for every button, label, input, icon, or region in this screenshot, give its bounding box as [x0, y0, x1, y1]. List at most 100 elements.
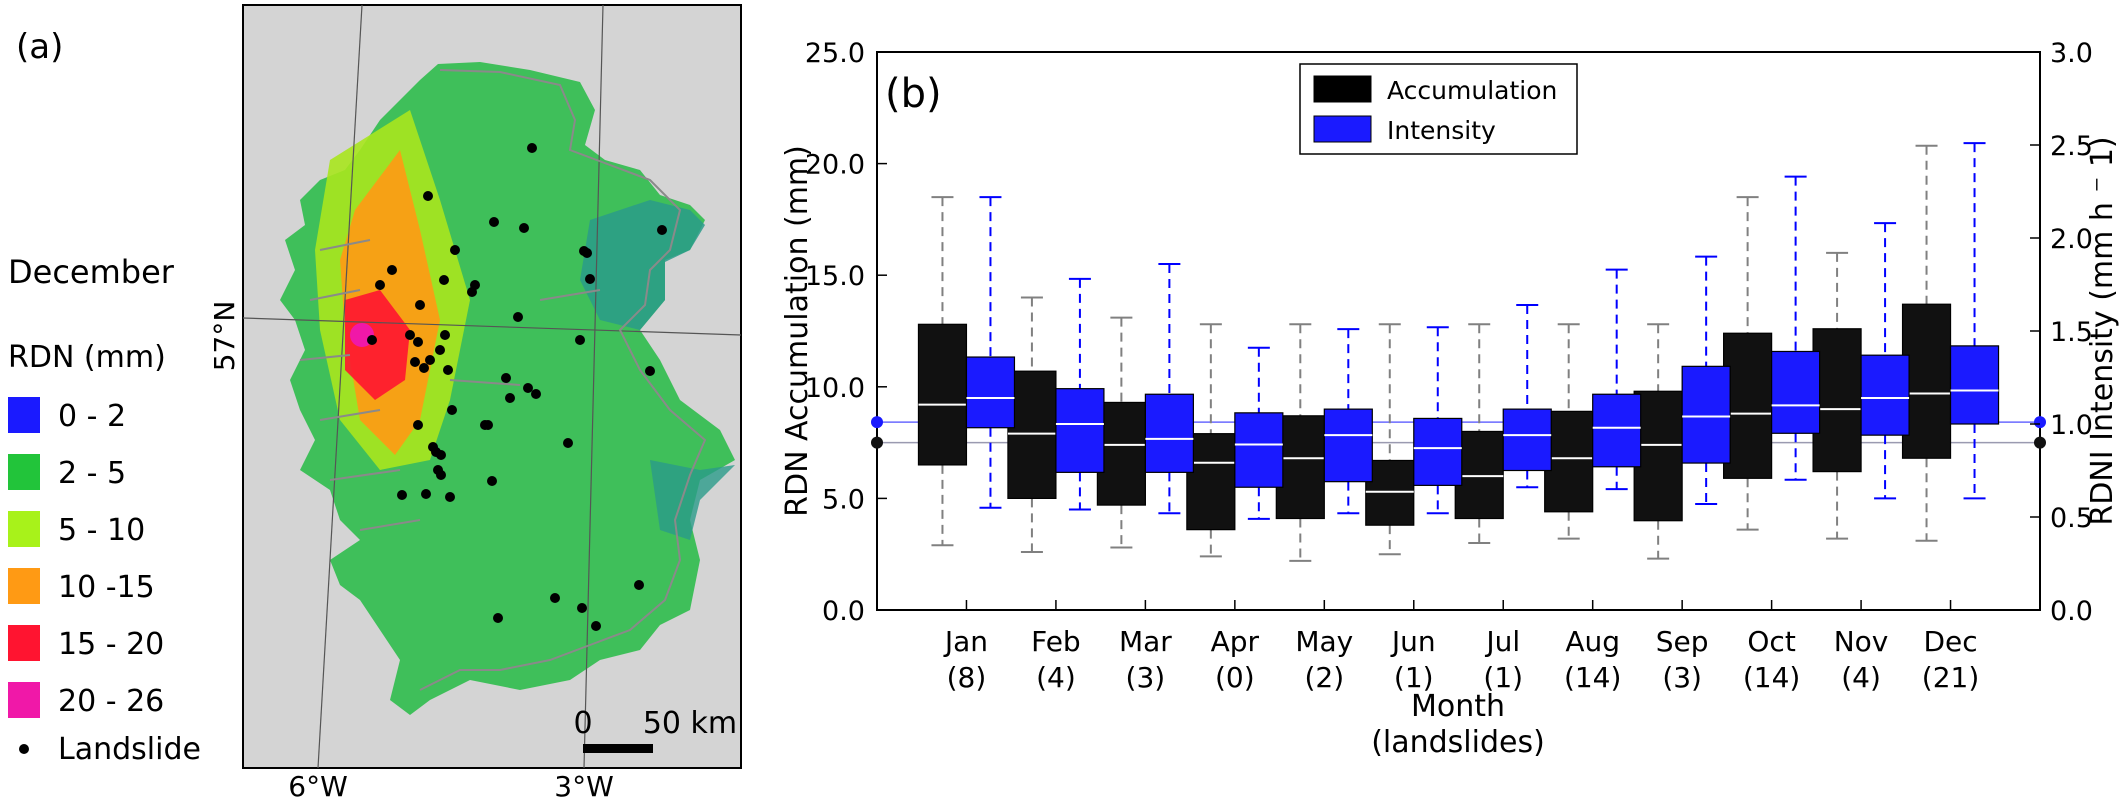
- accumulation-box: [1812, 328, 1862, 473]
- landslide-point: [423, 191, 433, 201]
- intensity-box: [1234, 412, 1284, 488]
- x-tick-label: May: [1295, 625, 1353, 658]
- y-left-tick-label: 10.0: [805, 373, 865, 404]
- x-tick-count: (2): [1304, 661, 1344, 694]
- landslide-point: [367, 335, 377, 345]
- x-tick-count: (1): [1394, 661, 1434, 694]
- landslide-point: [487, 476, 497, 486]
- accumulation-box: [1901, 303, 1952, 459]
- scale-bar: [583, 744, 653, 753]
- legend-swatch: [8, 397, 40, 433]
- map: 0 50 km: [242, 4, 742, 769]
- y-left-tick-label: 0.0: [822, 596, 865, 627]
- legend-item-label: 2 - 5: [58, 456, 126, 491]
- landslide-point: [413, 420, 423, 430]
- accumulation-mean-marker: [871, 436, 883, 449]
- x-tick-label: Jul: [1484, 625, 1520, 658]
- x-tick-count: (0): [1215, 661, 1255, 694]
- landslide-point: [575, 335, 585, 345]
- y-right-tick-label: 1.5: [2050, 317, 2093, 348]
- landslide-point: [445, 492, 455, 502]
- y-axis-right: 0.0 0.5 1.0 1.5 2.0 2.5 3.0: [2030, 38, 2093, 627]
- y-left-tick-label: 15.0: [805, 261, 865, 292]
- x-axis-label: Month: [1411, 689, 1505, 724]
- landslide-point: [585, 274, 595, 284]
- landslide-point: [467, 287, 477, 297]
- landslide-point: [513, 312, 523, 322]
- intensity-box: [965, 356, 1016, 429]
- coastline: [419, 69, 707, 691]
- landslide-point: [421, 489, 431, 499]
- landslide-point: [591, 621, 601, 631]
- y-right-tick-label: 1.0: [2050, 410, 2093, 441]
- legend-swatch: [8, 454, 40, 490]
- accumulation-box: [1723, 332, 1773, 479]
- legend-item-label: 10 -15: [58, 570, 155, 605]
- x-tick-count: (3): [1662, 661, 1702, 694]
- landslide-point: [375, 280, 385, 290]
- accumulation-box: [1544, 410, 1594, 513]
- accumulation-box: [917, 323, 968, 466]
- landslide-point: [439, 275, 449, 285]
- legend-subtitle: RDN (mm): [8, 340, 166, 375]
- y-left-tick-label: 25.0: [805, 38, 865, 69]
- x-tick-label: Jan: [943, 625, 988, 658]
- intensity-mean-marker: [871, 416, 883, 429]
- loch-lines: [299, 239, 601, 531]
- x-tick-count: (14): [1564, 661, 1621, 694]
- y-axis-left-label: RDN Accumulation (mm): [780, 145, 815, 517]
- accumulation-box: [1096, 401, 1146, 506]
- landslide-point: [657, 225, 667, 235]
- landslide-point: [440, 330, 450, 340]
- landslide-point: [519, 223, 529, 233]
- chart-legend: Accumulation Intensity: [1299, 63, 1578, 155]
- panel-a-label: (a): [16, 27, 63, 67]
- intensity-box: [1592, 393, 1642, 468]
- landslide-point: [483, 420, 493, 430]
- intensity-box: [1502, 408, 1552, 472]
- landslide-point: [415, 300, 425, 310]
- x-tick-label: Aug: [1565, 625, 1620, 658]
- panel-b: (b) 0.0 5.0 10.0 15.0 20.0 25.0 0.0 0.5 1.0 1.5 2…: [780, 38, 2120, 760]
- landslide-point: [634, 580, 644, 590]
- legend-item-label: 0 - 2: [58, 399, 126, 434]
- y-axis-left: 0.0 5.0 10.0 15.0 20.0 25.0: [805, 38, 887, 627]
- landslide-legend-marker: [19, 744, 29, 754]
- landslide-point: [527, 143, 537, 153]
- intensity-box: [1413, 417, 1463, 486]
- y-right-tick-label: 0.0: [2050, 596, 2093, 627]
- landslide-point: [577, 603, 587, 613]
- y-axis-right-label: RDNI Intensity (mm h ⁻ 1): [2085, 136, 2120, 525]
- meridian-3w: [583, 5, 604, 768]
- scale-label: 50 km: [643, 706, 737, 741]
- landslide-point: [436, 450, 446, 460]
- y-left-tick-label: 20.0: [805, 150, 865, 181]
- landslide-point: [397, 490, 407, 500]
- y-right-tick-label: 2.0: [2050, 224, 2093, 255]
- intensity-box: [1681, 365, 1731, 464]
- accumulation-box: [1365, 459, 1415, 526]
- intensity-box: [1055, 388, 1105, 473]
- y-left-tick-label: 5.0: [822, 484, 865, 515]
- accumulation-box: [1007, 370, 1057, 499]
- landslide-point: [645, 366, 655, 376]
- landslide-point: [435, 345, 445, 355]
- x-tick-label: Apr: [1211, 625, 1260, 658]
- landslide-point: [425, 355, 435, 365]
- landslide-point: [436, 470, 446, 480]
- x-tick-label: Nov: [1834, 625, 1889, 658]
- legend-items: 0 - 2 2 - 5 5 - 10 10 -15 15 - 20 20 - 26: [8, 397, 164, 719]
- x-tick-label: Mar: [1119, 625, 1172, 658]
- scale-zero: 0: [573, 706, 592, 741]
- landslide-point: [531, 389, 541, 399]
- accumulation-box: [1454, 430, 1504, 520]
- parallel-57n: [243, 317, 741, 336]
- landslide-point: [582, 248, 592, 258]
- landslide-point: [493, 613, 503, 623]
- legend-swatch: [8, 568, 40, 604]
- lon-label-3w: 3°W: [554, 770, 614, 803]
- intensity-box: [1144, 393, 1194, 473]
- x-tick-label: Feb: [1031, 625, 1081, 658]
- map-legend: December RDN (mm) 0 - 2 2 - 5 5 - 10 10 -15…: [8, 253, 201, 767]
- accumulation-box: [1275, 415, 1325, 520]
